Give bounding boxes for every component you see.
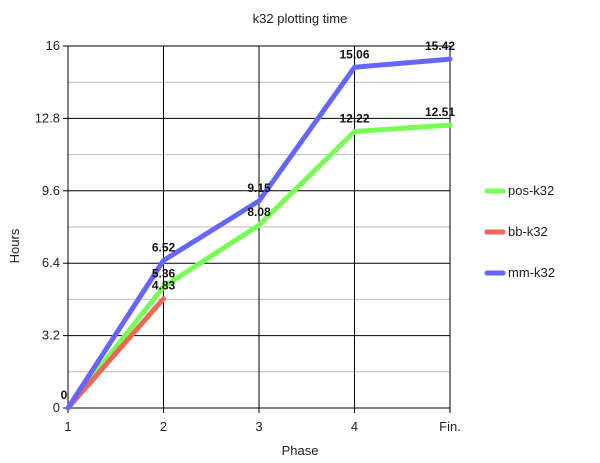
data-label-bb-k32: 4.83 [152, 279, 176, 293]
x-tick-labels: 1 2 3 4 Fin. [64, 419, 460, 434]
data-label-mm-k32: 9.15 [247, 181, 271, 195]
legend-label-pos-k32: pos-k32 [508, 183, 554, 198]
y-tick-label: 6.4 [42, 255, 60, 270]
data-label-mm-k32: 6.52 [152, 240, 176, 254]
x-tick-label: 4 [351, 419, 358, 434]
chart-title: k32 plotting time [253, 11, 348, 26]
y-axis-label: Hours [7, 228, 22, 263]
data-label-mm-k32: 15.42 [425, 39, 455, 53]
grid [63, 45, 451, 413]
y-tick-label: 3.2 [42, 328, 60, 343]
data-label-pos-k32: 12.51 [425, 105, 455, 119]
series-line-pos-k32 [65, 122, 453, 411]
series-line-mm-k32 [65, 56, 453, 411]
legend: pos-k32 bb-k32 mm-k32 [484, 183, 555, 280]
y-tick-label: 0 [53, 400, 60, 415]
x-axis-label: Phase [282, 443, 319, 458]
data-label-mm-k32: 0 [61, 388, 68, 402]
legend-label-mm-k32: mm-k32 [508, 265, 555, 280]
y-tick-labels: 0 3.2 6.4 9.6 12.8 16 [35, 38, 60, 415]
x-tick-label: Fin. [439, 419, 461, 434]
data-label-pos-k32: 12.22 [339, 112, 369, 126]
x-tick-label: 1 [64, 419, 71, 434]
data-label-pos-k32: 8.08 [247, 205, 271, 219]
data-label-mm-k32: 15.06 [339, 47, 369, 61]
series-lines [65, 56, 453, 411]
y-tick-label: 9.6 [42, 183, 60, 198]
series-line-bb-k32 [65, 296, 166, 411]
legend-label-bb-k32: bb-k32 [508, 224, 548, 239]
data-label-pos-k32: 5.36 [152, 267, 176, 281]
x-tick-label: 2 [160, 419, 167, 434]
x-tick-label: 3 [255, 419, 262, 434]
y-tick-label: 16 [46, 38, 60, 53]
data-labels: 5.36 8.08 12.22 12.51 4.83 0 6.52 9.15 15.06 15.4… [61, 39, 456, 402]
y-tick-label: 12.8 [35, 110, 60, 125]
